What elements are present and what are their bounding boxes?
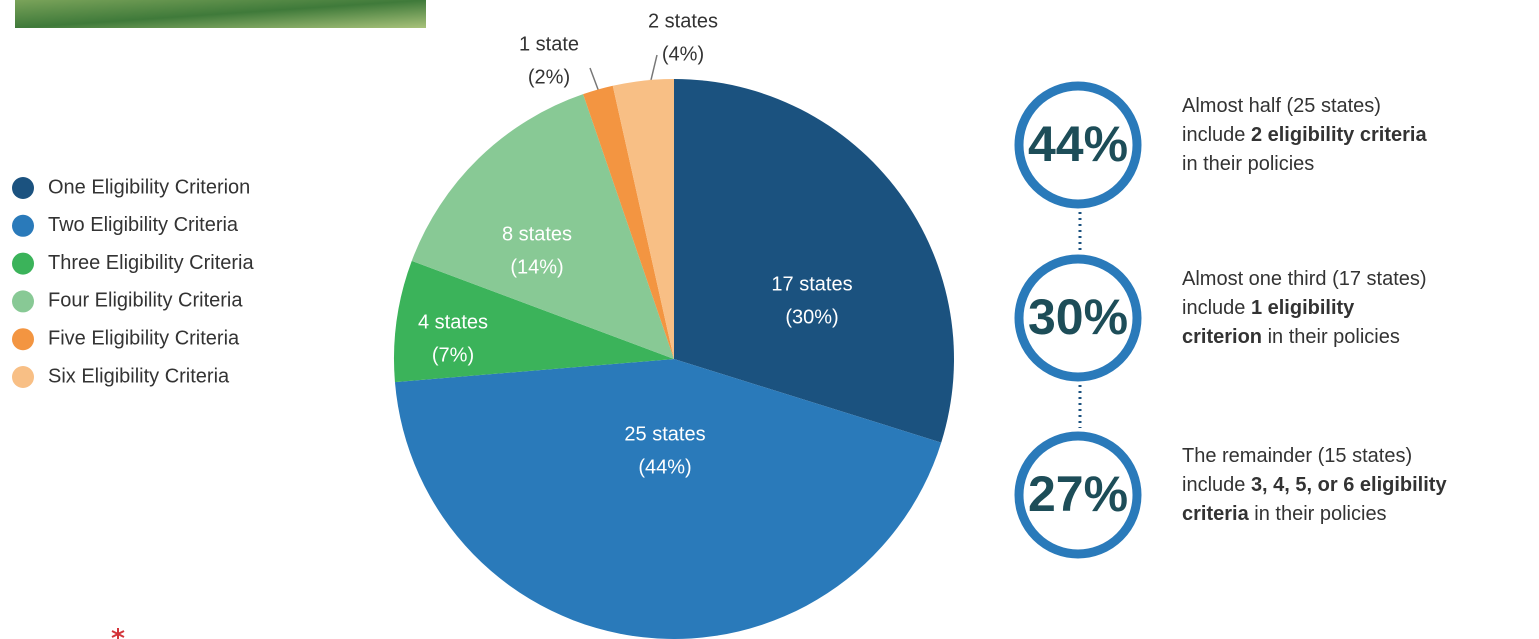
- slice-percent: (30%): [785, 306, 838, 328]
- legend-label: Five Eligibility Criteria: [48, 327, 240, 349]
- leader-line: [651, 55, 657, 80]
- callout-text-part: 1 eligibility: [1251, 297, 1355, 319]
- legend-swatch: [12, 290, 34, 312]
- callout-text-part: 3, 4, 5, or 6 eligibility: [1251, 474, 1448, 496]
- callout-stat: 44%: [1028, 116, 1128, 172]
- callout-text-part: 2 eligibility criteria: [1251, 124, 1428, 146]
- legend-label: Two Eligibility Criteria: [48, 214, 239, 236]
- callout-text-part: include: [1182, 124, 1251, 146]
- asterisk-logo: [112, 628, 124, 639]
- legend-swatch: [12, 177, 34, 199]
- slice-label: 17 states: [771, 273, 852, 295]
- callout-text: Almost half (25 states): [1182, 95, 1381, 117]
- legend-label: One Eligibility Criterion: [48, 176, 250, 198]
- callout-text: Almost one third (17 states): [1182, 268, 1427, 290]
- legend-label: Three Eligibility Criteria: [48, 252, 254, 274]
- callout-text-part: The remainder (15 states): [1182, 445, 1412, 467]
- legend-label: Six Eligibility Criteria: [48, 365, 230, 387]
- slice-label: 1 state: [519, 33, 579, 55]
- slice-percent: (44%): [638, 456, 691, 478]
- slice-percent: (2%): [528, 66, 570, 88]
- callout-text-part: Almost half (25 states): [1182, 95, 1381, 117]
- callout-text-part: in their policies: [1182, 153, 1314, 175]
- legend-swatch: [12, 366, 34, 388]
- slice-label: 4 states: [418, 311, 488, 333]
- callout-text-part: criteria: [1182, 503, 1250, 525]
- header-photo: [15, 0, 426, 28]
- legend-swatch: [12, 253, 34, 275]
- legend-swatch: [12, 215, 34, 237]
- callout-text: in their policies: [1182, 153, 1314, 175]
- slice-percent: (14%): [510, 256, 563, 278]
- callout-text-part: Almost one third (17 states): [1182, 268, 1427, 290]
- callout-text: include 2 eligibility criteria: [1182, 124, 1427, 146]
- callout-text: criteria in their policies: [1182, 503, 1387, 525]
- callout-text-part: include: [1182, 474, 1251, 496]
- callout-text: include 1 eligibility: [1182, 297, 1355, 319]
- callout-text: include 3, 4, 5, or 6 eligibility: [1182, 474, 1447, 496]
- slice-label: 8 states: [502, 223, 572, 245]
- callout-text-part: criterion: [1182, 326, 1262, 348]
- legend-swatch: [12, 328, 34, 350]
- callout-text: criterion in their policies: [1182, 326, 1400, 348]
- callout-text-part: include: [1182, 297, 1251, 319]
- callout-text-part: in their policies: [1249, 503, 1387, 525]
- slice-label: 2 states: [648, 10, 718, 32]
- callout-stat: 30%: [1028, 289, 1128, 345]
- callout-stat: 27%: [1028, 466, 1128, 522]
- slice-percent: (4%): [662, 43, 704, 65]
- callout-text: The remainder (15 states): [1182, 445, 1412, 467]
- legend-label: Four Eligibility Criteria: [48, 290, 243, 312]
- slice-label: 25 states: [624, 423, 705, 445]
- callout-text-part: in their policies: [1262, 326, 1400, 348]
- slice-percent: (7%): [432, 344, 474, 366]
- leader-line: [590, 68, 599, 92]
- page: 17 states (30%) 25 states (44%) 4 states (7%)…: [0, 0, 1539, 639]
